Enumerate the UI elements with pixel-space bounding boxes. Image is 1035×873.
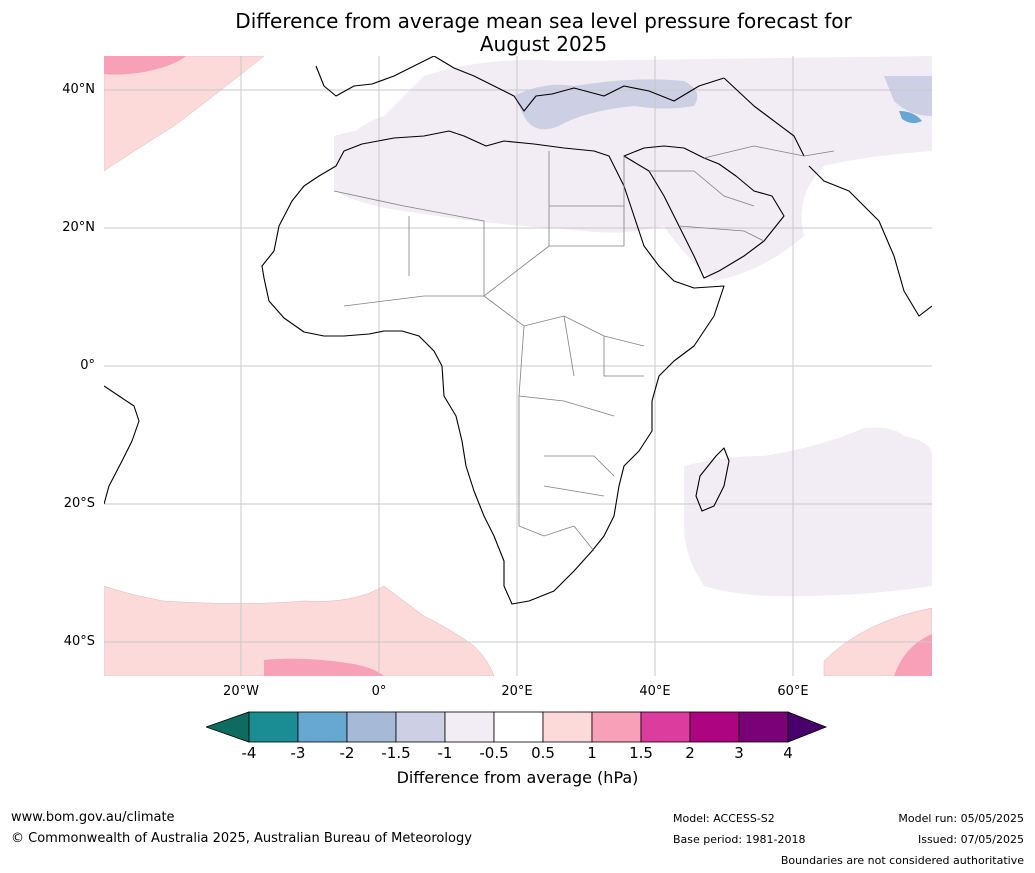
colorbar-tick-label: -1	[437, 744, 453, 762]
colorbar-segment	[591, 711, 642, 743]
lat-label-20n: 20°N	[62, 220, 95, 235]
footer-disclaimer: Boundaries are not considered authoritat…	[780, 854, 1024, 867]
anomaly-north-lavender	[344, 56, 932, 281]
footer-copyright: © Commonwealth of Australia 2025, Austra…	[11, 831, 472, 846]
footer-model-run: Model run: 05/05/2025	[898, 812, 1024, 825]
graticule	[104, 56, 932, 676]
europe-coast	[315, 56, 725, 112]
colorbar-tick-label: 3	[734, 744, 744, 762]
footer-website[interactable]: www.bom.gov.au/climate	[11, 810, 175, 825]
colorbar-canvas	[204, 711, 828, 743]
colorbar-tick-label: 1.5	[629, 744, 653, 762]
colorbar-tick-label: -3	[290, 744, 306, 762]
title-line-2: August 2025	[479, 32, 608, 56]
footer-issued: Issued: 07/05/2025	[917, 833, 1024, 846]
anomaly-south-magenta	[264, 658, 384, 676]
anomaly-se-magenta	[894, 634, 932, 676]
lat-label-0: 0°	[80, 358, 95, 373]
border-lines-south	[518, 396, 615, 552]
colorbar-tick-label: -2	[339, 744, 355, 762]
anomaly-shading	[104, 56, 932, 676]
coastlines	[104, 56, 932, 605]
colorbar-segment	[346, 711, 397, 743]
colorbar-segment	[640, 711, 691, 743]
anomaly-south-pink	[104, 585, 495, 676]
lat-label-20s: 20°S	[63, 496, 95, 511]
colorbar-tick-label: -4	[241, 744, 257, 762]
colorbar-segment	[297, 711, 348, 743]
lon-label-20w: 20°W	[223, 684, 259, 699]
india-coast	[808, 165, 932, 317]
colorbar-tick-label: 1	[587, 744, 597, 762]
colorbar-segment	[395, 711, 446, 743]
anomaly-east-blue-dark	[899, 111, 922, 124]
map-canvas	[104, 56, 932, 676]
lat-label-40s: 40°S	[63, 634, 95, 649]
colorbar-segment	[738, 711, 789, 743]
colorbar-segment	[689, 711, 740, 743]
map-title: Difference from average mean sea level p…	[0, 10, 1035, 56]
colorbar-tick-label: -0.5	[479, 744, 509, 762]
anomaly-east-blue	[884, 76, 932, 116]
south-america-coast	[104, 385, 140, 505]
title-line-1: Difference from average mean sea level p…	[235, 9, 852, 33]
lat-label-40n: 40°N	[62, 82, 95, 97]
lon-label-60e: 60°E	[777, 684, 809, 699]
border-lines-mideast	[649, 145, 835, 242]
border-lines-central	[343, 245, 645, 417]
asia-coast	[723, 77, 805, 157]
colorbar-segment	[444, 711, 495, 743]
africa-coast	[261, 130, 725, 605]
anomaly-nw-pink	[104, 56, 265, 172]
lon-label-20e: 20°E	[501, 684, 533, 699]
lon-label-0: 0°	[371, 684, 387, 699]
colorbar-label: Difference from average (hPa)	[396, 768, 639, 787]
colorbar-over-arrow	[787, 711, 828, 743]
colorbar-tick-label: 2	[685, 744, 695, 762]
anomaly-nw-magenta	[104, 56, 186, 75]
anomaly-sahara-lavender	[334, 126, 631, 229]
colorbar-tick-label: 0.5	[531, 744, 555, 762]
colorbar-segment	[542, 711, 593, 743]
colorbar-tick-label: -1.5	[381, 744, 411, 762]
colorbar-segment	[493, 711, 544, 743]
map-panel	[104, 56, 932, 676]
colorbar-segment	[248, 711, 299, 743]
colorbar-under-arrow	[204, 711, 250, 743]
madagascar-coast	[695, 447, 730, 512]
lon-label-40e: 40°E	[639, 684, 671, 699]
colorbar-tick-label: 4	[783, 744, 793, 762]
colorbar	[204, 710, 830, 744]
footer-base-period: Base period: 1981-2018	[673, 833, 806, 846]
country-borders	[333, 145, 835, 552]
footer-model: Model: ACCESS-S2	[673, 812, 775, 825]
anomaly-indian-lavender	[684, 427, 932, 597]
